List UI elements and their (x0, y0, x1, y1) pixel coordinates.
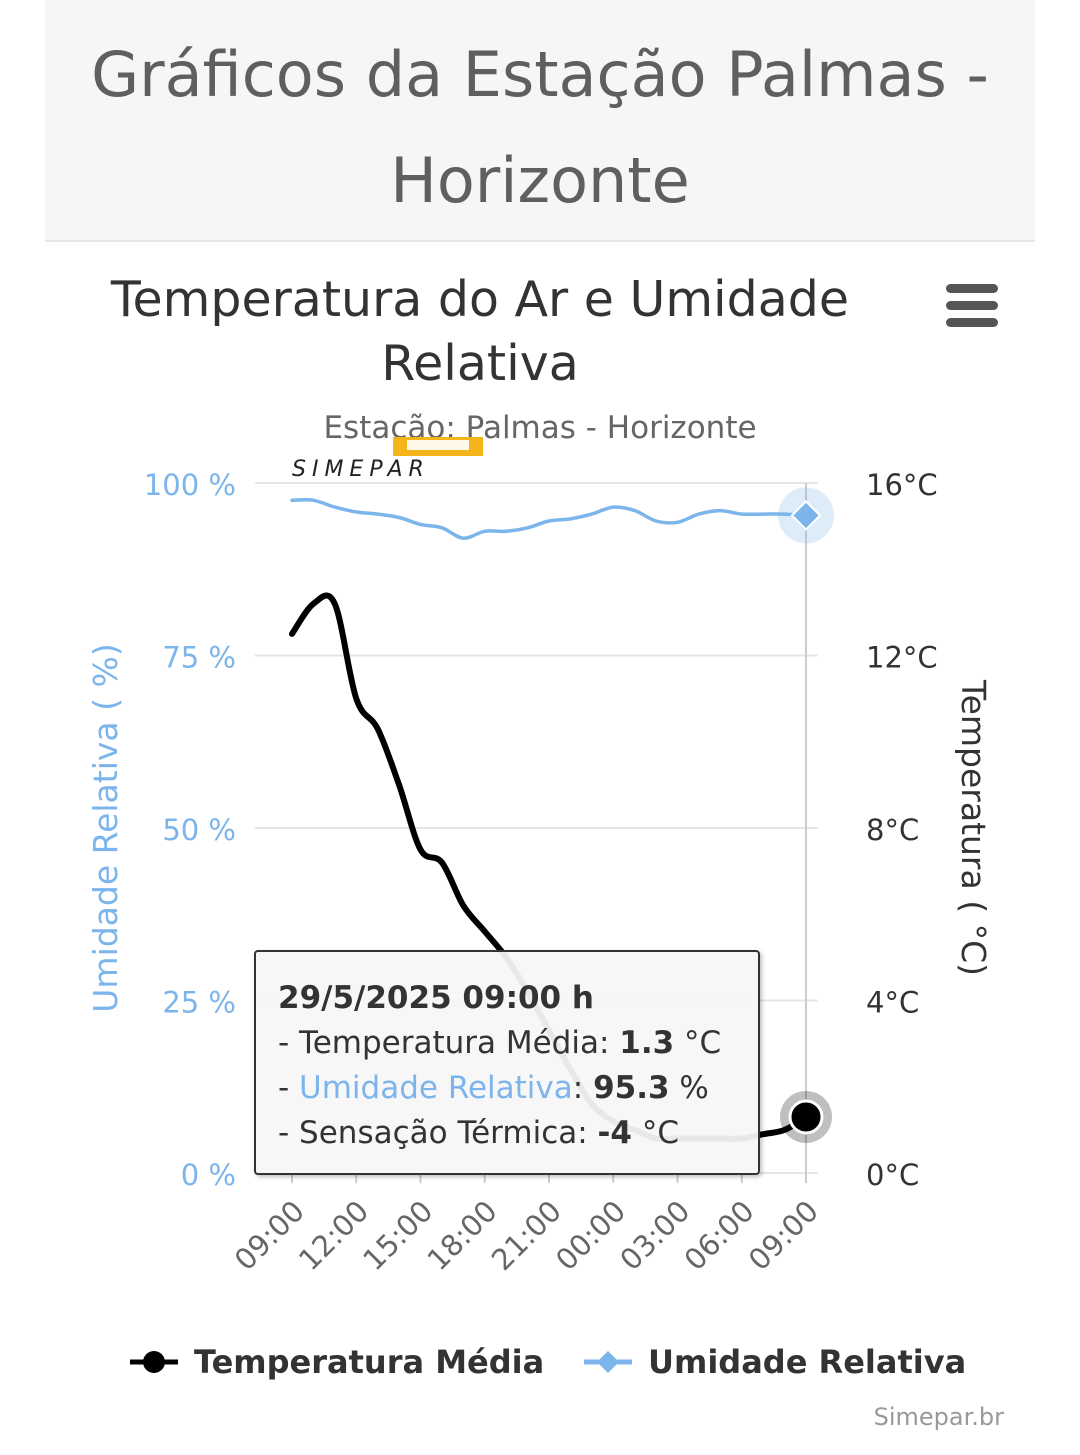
y-left-tick-label: 0 % (181, 1158, 236, 1192)
x-axis-tick-label: 09:00 (742, 1194, 825, 1277)
tooltip-feels-like-value: -4 (597, 1115, 632, 1151)
chart-credits[interactable]: Simepar.br (873, 1403, 1004, 1431)
tooltip-feels-like-unit: °C (631, 1115, 679, 1151)
legend-humidity-symbol (584, 1351, 632, 1373)
tooltip-temperature-unit: °C (674, 1025, 722, 1061)
y-right-tick-label: 0°C (866, 1158, 919, 1192)
y-right-tick-label: 16°C (866, 468, 938, 502)
tooltip-humidity-unit: % (669, 1070, 709, 1106)
legend-item-temperature[interactable]: Temperatura Média (128, 1340, 544, 1384)
tooltip-humidity-value: 95.3 (593, 1070, 670, 1106)
tooltip-temperature-label: - Temperatura Média: (278, 1025, 620, 1061)
legend-temperature-symbol (130, 1351, 178, 1373)
chart-tooltip: 29/5/2025 09:00 h - Temperatura Média: 1… (254, 950, 760, 1175)
x-axis-tick-label: 12:00 (292, 1194, 375, 1277)
chart-title-line1: Temperatura do Ar e Umidade (110, 271, 850, 328)
x-axis-tick-label: 15:00 (356, 1194, 439, 1277)
y-right-tick-label: 12°C (866, 641, 938, 675)
tooltip-humidity-prefix: - (278, 1070, 300, 1106)
y-right-axis-title: Temperatura ( °C) (954, 679, 993, 976)
tooltip-date: 29/5/2025 09:00 h (278, 980, 594, 1016)
tooltip-humidity-separator: : (572, 1070, 594, 1106)
y-left-axis-title: Umidade Relativa ( %) (86, 643, 125, 1012)
x-axis-tick-label: 03:00 (613, 1194, 696, 1277)
simepar-logo-text: SIMEPAR (292, 457, 430, 482)
tooltip-feels-like-label: - Sensação Térmica: (278, 1115, 598, 1151)
chart-legend: Temperatura Média Umidade Relativa (0, 1340, 1080, 1384)
x-axis-tick-label: 06:00 (678, 1194, 761, 1277)
legend-humidity-label: Umidade Relativa (648, 1343, 967, 1381)
y-left-tick-label: 100 % (144, 468, 236, 502)
x-axis-tick-label: 18:00 (421, 1194, 504, 1277)
simepar-logo: SIMEPAR (292, 437, 483, 482)
legend-temperature-label: Temperatura Média (194, 1343, 545, 1381)
legend-item-humidity[interactable]: Umidade Relativa (582, 1340, 966, 1384)
y-right-tick-label: 4°C (866, 986, 919, 1020)
x-axis-tick-label: 09:00 (228, 1194, 311, 1277)
x-axis-tick-label: 21:00 (485, 1194, 568, 1277)
humidity-line (290, 498, 808, 540)
tooltip-humidity-label: Umidade Relativa (299, 1070, 573, 1106)
y-left-tick-label: 75 % (162, 641, 236, 675)
page-title-line2: Horizonte (390, 144, 690, 217)
chart-title: Temperatura do Ar e Umidade Relativa (80, 268, 880, 396)
chart-menu-button[interactable] (940, 282, 1004, 332)
tooltip-feels-like-row: - Sensação Térmica: -4 °C (278, 1111, 758, 1156)
tooltip-temperature-value: 1.3 (619, 1025, 675, 1061)
y-right-tick-label: 8°C (866, 813, 919, 847)
tooltip-temperature-row: - Temperatura Média: 1.3 °C (278, 1021, 758, 1066)
humidity-point (790, 500, 822, 531)
page-header: Gráficos da Estação Palmas - Horizonte (45, 0, 1035, 242)
chart-title-line2: Relativa (381, 335, 579, 392)
x-axis-tick-label: 00:00 (549, 1194, 632, 1277)
tooltip-humidity-row: - Umidade Relativa: 95.3 % (278, 1066, 758, 1111)
temperature-point (788, 1099, 824, 1135)
page-title-line1: Gráficos da Estação Palmas - (91, 38, 989, 111)
y-left-tick-label: 25 % (162, 986, 236, 1020)
y-left-tick-label: 50 % (162, 813, 236, 847)
page-title: Gráficos da Estação Palmas - Horizonte (45, 22, 1035, 234)
